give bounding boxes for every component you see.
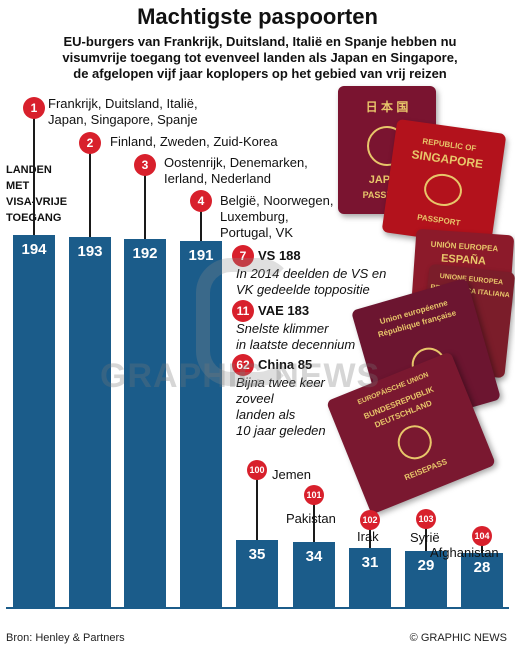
rank-badge: 103	[416, 509, 436, 529]
category-label-line: Finland, Zweden, Zuid-Korea	[110, 134, 278, 150]
category-label-line: België, Noorwegen,	[220, 193, 333, 209]
watermark: GRAPHIC NEWS	[100, 357, 380, 396]
annotation-text: landen als	[236, 407, 326, 423]
category-label: Frankrijk, Duitsland, Italië, Japan, Sing…	[48, 96, 198, 128]
category-label-line: Oostenrijk, Denemarken,	[164, 155, 308, 171]
rank-badge: 2	[79, 132, 101, 154]
category-label-line: Pakistan	[286, 511, 336, 527]
data-label: 28	[461, 559, 503, 576]
category-label: België, Noorwegen, Luxemburg, Portugal, VK	[220, 193, 333, 241]
category-label-line: Jemen	[272, 467, 311, 483]
chart-baseline	[6, 607, 509, 609]
subtitle-line: de afgelopen vijf jaar koplopers op het …	[30, 66, 490, 82]
rank-badge: 104	[472, 526, 492, 546]
eagle-icon	[393, 420, 437, 464]
category-label: Jemen	[272, 467, 311, 483]
category-label-line: Ierland, Nederland	[164, 171, 308, 187]
bar	[124, 239, 166, 607]
credit: © GRAPHIC NEWS	[410, 632, 507, 644]
leader-line	[200, 210, 202, 241]
y-axis-label-line: TOEGANG	[6, 210, 86, 226]
coat-of-arms-icon	[422, 171, 464, 208]
category-label: Finland, Zweden, Zuid-Korea	[110, 134, 278, 150]
data-label: 35	[236, 546, 278, 563]
bar	[69, 237, 111, 607]
leader-line	[33, 117, 35, 235]
category-label: Afghanistan	[430, 545, 499, 561]
y-axis-label: LANDEN MET VISA-VRIJE TOEGANG	[6, 162, 86, 226]
category-label-line: Syrië	[410, 530, 440, 546]
data-label: 194	[13, 241, 55, 258]
passport-singapore: REPUBLIC OF SINGAPORE PASSPORT	[382, 119, 507, 247]
y-axis-label-line: LANDEN	[6, 162, 86, 178]
category-label-line: Luxemburg,	[220, 209, 333, 225]
category-label-line: Afghanistan	[430, 545, 499, 561]
rank-badge: 100	[247, 460, 267, 480]
rank-badge: 3	[134, 154, 156, 176]
category-label-line: Japan, Singapore, Spanje	[48, 112, 198, 128]
data-label: 192	[124, 245, 166, 262]
rank-badge: 1	[23, 97, 45, 119]
y-axis-label-line: VISA-VRIJE	[6, 194, 86, 210]
page-title: Machtigste paspoorten	[0, 4, 515, 30]
data-label: 193	[69, 243, 111, 260]
category-label: Oostenrijk, Denemarken, Ierland, Nederlan…	[164, 155, 308, 187]
category-label-line: Frankrijk, Duitsland, Italië,	[48, 96, 198, 112]
y-axis-label-line: MET	[6, 178, 86, 194]
annotation-text: 10 jaar geleden	[236, 423, 326, 439]
category-label: Syrië	[410, 530, 440, 546]
passport-text: 日 本 国	[338, 98, 436, 115]
category-label: Pakistan	[286, 511, 336, 527]
rank-badge: 102	[360, 510, 380, 530]
rank-badge: 101	[304, 485, 324, 505]
category-label-line: Portugal, VK	[220, 225, 333, 241]
leader-line	[256, 478, 258, 540]
leader-line	[144, 174, 146, 239]
data-label: 31	[349, 554, 391, 571]
category-label-line: Irak	[357, 529, 379, 545]
category-label: Irak	[357, 529, 379, 545]
subtitle-line: visumvrije toegang tot evenveel landen a…	[30, 50, 490, 66]
source-note: Bron: Henley & Partners	[6, 632, 125, 644]
leader-line	[89, 152, 91, 237]
subtitle-line: EU-burgers van Frankrijk, Duitsland, Ita…	[30, 34, 490, 50]
subtitle: EU-burgers van Frankrijk, Duitsland, Ita…	[30, 34, 490, 82]
data-label: 34	[293, 548, 335, 565]
bar	[13, 235, 55, 607]
passport-text: PASSPORT	[384, 208, 494, 232]
rank-badge: 4	[190, 190, 212, 212]
